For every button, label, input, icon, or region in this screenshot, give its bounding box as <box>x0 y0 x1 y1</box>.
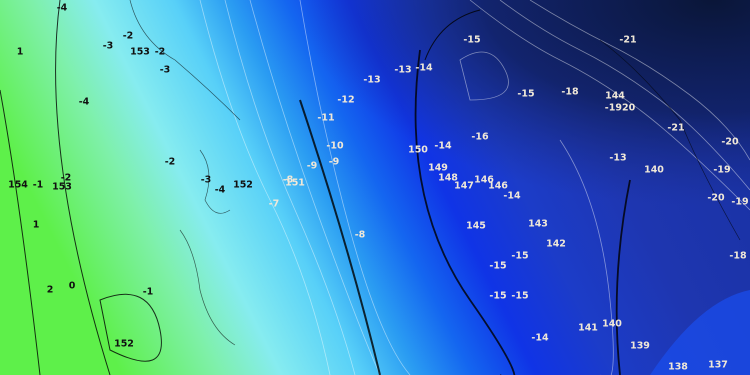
map-label: -8 <box>283 175 294 186</box>
map-label: -15 <box>517 89 534 100</box>
map-label: -3 <box>103 41 114 52</box>
map-label: 1 <box>33 220 40 231</box>
map-label: -9 <box>329 157 340 168</box>
map-label: -4 <box>57 3 68 14</box>
map-label: -13 <box>609 153 626 164</box>
map-label: -11 <box>317 113 334 124</box>
map-label: -7 <box>269 199 280 210</box>
isotherms <box>199 0 750 375</box>
map-label: 144 <box>605 91 625 102</box>
map-label: -3 <box>201 175 212 186</box>
map-label: 148 <box>438 173 458 184</box>
map-label: 145 <box>466 221 486 232</box>
map-label: -20 <box>707 193 725 204</box>
map-label: -8 <box>355 230 366 241</box>
map-label: 2 <box>47 285 54 296</box>
map-label: -21 <box>667 123 684 134</box>
map-label: -15 <box>511 291 528 302</box>
map-label: 146 <box>474 175 494 186</box>
map-label: -16 <box>471 132 489 143</box>
map-label: -20 <box>721 137 739 148</box>
map-label: -14 <box>415 63 433 74</box>
map-label: 140 <box>602 319 622 330</box>
map-label: 151 <box>285 178 305 189</box>
map-label: 0 <box>69 281 76 292</box>
map-label: -3 <box>160 65 171 76</box>
map-label: 146 <box>488 181 508 192</box>
map-label: 138 <box>668 362 688 373</box>
map-label: -14 <box>531 333 549 344</box>
coastlines <box>129 0 741 346</box>
map-label: 149 <box>428 163 448 174</box>
map-label: -19 <box>713 165 730 176</box>
map-label: 152 <box>114 339 134 350</box>
map-label: -2 <box>155 47 166 58</box>
map-label: -1920 <box>605 103 636 114</box>
map-label: 147 <box>454 181 474 192</box>
map-label: 154 <box>8 180 28 191</box>
map-label: 140 <box>644 165 664 176</box>
map-label: 152 <box>233 180 253 191</box>
map-label: 141 <box>578 323 598 334</box>
contours <box>0 0 631 375</box>
map-label: 139 <box>630 341 650 352</box>
map-label: -21 <box>619 35 636 46</box>
map-label: 150 <box>408 145 428 156</box>
map-label: -4 <box>79 97 90 108</box>
map-label: -15 <box>511 251 528 262</box>
map-label: 142 <box>546 239 566 250</box>
map-label: -12 <box>337 95 354 106</box>
map-label: -2 <box>165 157 176 168</box>
map-label: -2 <box>61 173 72 184</box>
warm-area <box>650 290 750 375</box>
map-label: -2 <box>123 31 134 42</box>
map-label: 153 <box>52 182 72 193</box>
map-label: -1 <box>143 287 154 298</box>
map-label: -15 <box>489 261 506 272</box>
map-label: -13 <box>363 75 380 86</box>
map-label: -1 <box>33 180 44 191</box>
map-label: -15 <box>463 35 480 46</box>
map-label: -18 <box>561 87 579 98</box>
map-label: -9 <box>307 161 318 172</box>
map-label: -15 <box>489 291 506 302</box>
map-label: -14 <box>434 141 452 152</box>
map-label: -13 <box>394 65 411 76</box>
map-label: -4 <box>215 185 226 196</box>
map-label: -18 <box>729 251 747 262</box>
map-label: 137 <box>708 360 728 371</box>
map-label: -14 <box>503 191 521 202</box>
map-label: 143 <box>528 219 548 230</box>
map-label: 1 <box>17 47 24 58</box>
map-label: -10 <box>326 141 344 152</box>
map-label: -19 <box>731 197 748 208</box>
map-label: 153 <box>130 47 150 58</box>
